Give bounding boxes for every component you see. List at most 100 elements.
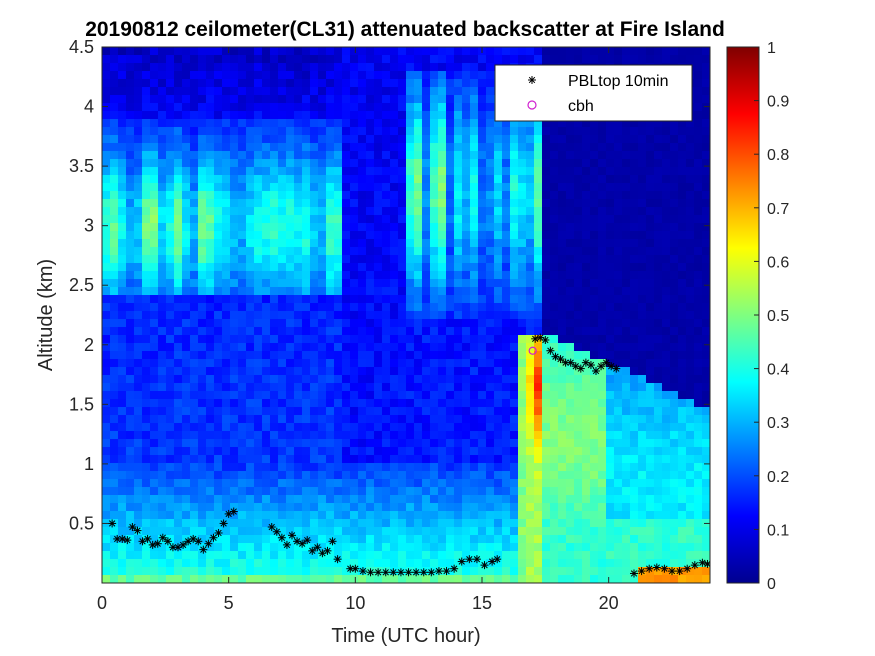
heatmap-cell <box>102 335 111 344</box>
heatmap-cell <box>558 55 567 64</box>
heatmap-cell <box>310 199 319 208</box>
heatmap-cell <box>190 119 199 128</box>
heatmap-cell <box>294 375 303 384</box>
heatmap-cell <box>206 415 215 424</box>
heatmap-cell <box>454 111 463 120</box>
heatmap-cell <box>662 247 671 256</box>
heatmap-cell <box>582 47 591 56</box>
heatmap-cell <box>422 335 431 344</box>
heatmap-cell <box>358 311 367 320</box>
heatmap-cell <box>574 407 583 416</box>
heatmap-cell <box>462 391 471 400</box>
heatmap-cell <box>534 447 543 456</box>
heatmap-cell <box>262 359 271 368</box>
heatmap-cell <box>470 199 479 208</box>
heatmap-cell <box>246 87 255 96</box>
heatmap-cell <box>566 455 575 464</box>
heatmap-cell <box>542 559 551 568</box>
heatmap-cell <box>190 231 199 240</box>
heatmap-cell <box>398 143 407 152</box>
heatmap-cell <box>622 463 631 472</box>
heatmap-cell <box>598 383 607 392</box>
heatmap-cell <box>278 431 287 440</box>
heatmap-cell <box>510 47 519 56</box>
heatmap-cell <box>510 143 519 152</box>
heatmap-cell <box>614 343 623 352</box>
heatmap-cell <box>214 367 223 376</box>
heatmap-cell <box>574 423 583 432</box>
heatmap-cell <box>558 479 567 488</box>
heatmap-cell <box>382 303 391 312</box>
heatmap-cell <box>494 487 503 496</box>
heatmap-cell <box>462 535 471 544</box>
heatmap-cell <box>582 327 591 336</box>
heatmap-cell <box>470 111 479 120</box>
heatmap-cell <box>238 543 247 552</box>
heatmap-cell <box>414 231 423 240</box>
heatmap-cell <box>670 199 679 208</box>
heatmap-cell <box>326 495 335 504</box>
heatmap-cell <box>374 159 383 168</box>
heatmap-cell <box>134 295 143 304</box>
heatmap-cell <box>102 351 111 360</box>
heatmap-cell <box>230 543 239 552</box>
heatmap-cell <box>222 319 231 328</box>
heatmap-cell <box>198 183 207 192</box>
heatmap-cell <box>390 367 399 376</box>
heatmap-cell <box>654 327 663 336</box>
heatmap-cell <box>150 135 159 144</box>
heatmap-cell <box>222 255 231 264</box>
heatmap-cell <box>550 191 559 200</box>
heatmap-cell <box>366 223 375 232</box>
heatmap-cell <box>414 383 423 392</box>
heatmap-cell <box>206 575 215 583</box>
heatmap-cell <box>214 311 223 320</box>
heatmap-cell <box>142 543 151 552</box>
heatmap-cell <box>518 279 527 288</box>
heatmap-cell <box>206 247 215 256</box>
heatmap-cell <box>326 543 335 552</box>
heatmap-cell <box>166 495 175 504</box>
heatmap-cell <box>318 111 327 120</box>
heatmap-cell <box>366 151 375 160</box>
heatmap-cell <box>462 487 471 496</box>
heatmap-cell <box>654 311 663 320</box>
heatmap-cell <box>646 567 655 576</box>
heatmap-cell <box>350 199 359 208</box>
heatmap-cell <box>398 199 407 208</box>
heatmap-cell <box>542 255 551 264</box>
heatmap-cell <box>294 567 303 576</box>
heatmap-cell <box>230 119 239 128</box>
heatmap-cell <box>206 135 215 144</box>
heatmap-cell <box>374 495 383 504</box>
heatmap-cell <box>110 215 119 224</box>
heatmap-cell <box>334 415 343 424</box>
heatmap-cell <box>126 303 135 312</box>
heatmap-cell <box>494 119 503 128</box>
heatmap-cell <box>198 543 207 552</box>
heatmap-cell <box>558 335 567 344</box>
heatmap-cell <box>166 247 175 256</box>
heatmap-cell <box>310 47 319 56</box>
heatmap-cell <box>230 175 239 184</box>
heatmap-cell <box>286 111 295 120</box>
heatmap-cell <box>414 199 423 208</box>
heatmap-cell <box>246 263 255 272</box>
heatmap-cell <box>110 175 119 184</box>
heatmap-cell <box>174 71 183 80</box>
heatmap-cell <box>598 279 607 288</box>
heatmap-cell <box>534 167 543 176</box>
heatmap-cell <box>366 271 375 280</box>
heatmap-cell <box>430 527 439 536</box>
heatmap-cell <box>494 239 503 248</box>
heatmap-cell <box>614 407 623 416</box>
heatmap-cell <box>582 575 591 583</box>
heatmap-cell <box>574 143 583 152</box>
heatmap-cell <box>494 375 503 384</box>
heatmap-cell <box>646 415 655 424</box>
heatmap-cell <box>638 423 647 432</box>
heatmap-cell <box>390 383 399 392</box>
heatmap-cell <box>126 503 135 512</box>
heatmap-cell <box>238 191 247 200</box>
heatmap-cell <box>598 327 607 336</box>
